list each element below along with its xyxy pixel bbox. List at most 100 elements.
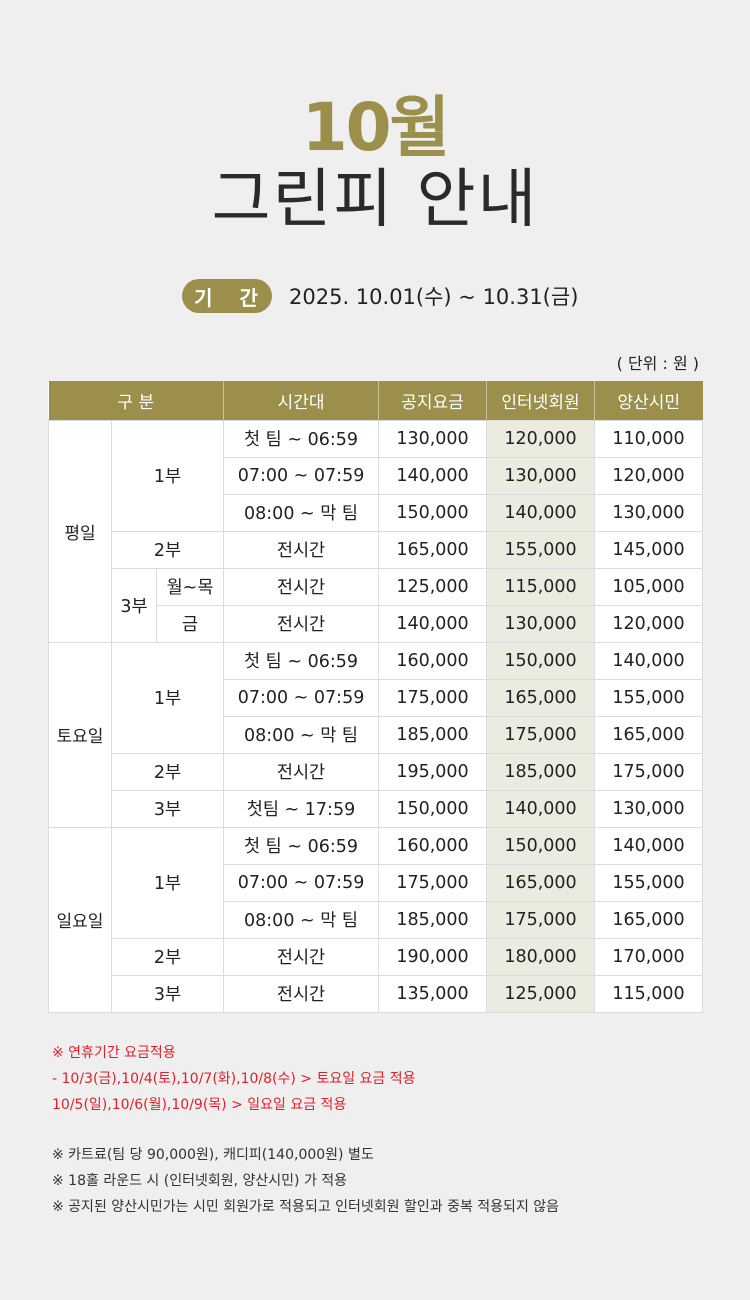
unit-label: ( 단위 : 원 ) [616, 354, 699, 373]
part-label: 3부 [111, 567, 157, 643]
time-cell: 전시간 [223, 530, 380, 569]
notice-fee-cell: 175,000 [378, 863, 488, 902]
citizen-fee-cell: 140,000 [594, 826, 704, 865]
table-row: 토요일 1부 첫 팀 ~ 06:59 160,000 150,000 140,0… [48, 641, 704, 828]
period-range: 2025. 10.01(수) ~ 10.31(금) [289, 285, 579, 309]
sub-day-label: 금 [155, 604, 225, 643]
part-label: 1부 [110, 419, 225, 532]
table-row: 3부 월~목 전시간 125,000 115,000 105,000 [49, 567, 704, 643]
notice-fee-cell: 150,000 [378, 789, 488, 828]
time-cell: 첫 팀 ~ 06:59 [223, 641, 380, 680]
notice-fee-cell: 185,000 [378, 900, 488, 939]
table-row: 08:00 ~ 막 팀 150,000 140,000 130,000 [49, 493, 704, 532]
part-label: 1부 [110, 826, 225, 939]
month-title: 10월 [301, 89, 451, 166]
time-cell: 전시간 [223, 604, 380, 643]
time-cell: 첫 팀 ~ 06:59 [223, 826, 380, 865]
time-cell: 전시간 [223, 752, 380, 791]
part-label: 2부 [110, 752, 225, 791]
notice-fee-cell: 175,000 [378, 678, 488, 717]
member-fee-cell: 175,000 [486, 715, 596, 754]
citizen-fee-cell: 110,000 [594, 419, 704, 458]
table-row: 2부 전시간 195,000 185,000 175,000 [49, 752, 704, 791]
period-row: 기 간 2025. 10.01(수) ~ 10.31(금) [182, 278, 578, 314]
notes-section: ※ 연휴기간 요금적용 - 10/3(금),10/4(토),10/7(화),10… [52, 1040, 559, 1220]
time-cell: 07:00 ~ 07:59 [223, 456, 380, 495]
header-internet-member: 인터넷회원 [486, 381, 596, 420]
member-fee-cell: 155,000 [486, 530, 596, 569]
table-row: 07:00 ~ 07:59 140,000 130,000 120,000 [49, 456, 704, 495]
citizen-fee-cell: 145,000 [594, 530, 704, 569]
time-cell: 전시간 [223, 974, 380, 1013]
table-row: 08:00 ~ 막 팀 185,000 175,000 165,000 [49, 900, 704, 939]
sub-day-label: 월~목 [155, 567, 225, 606]
citizen-fee-cell: 165,000 [594, 900, 704, 939]
note-cart-caddie: ※ 카트료(팀 당 90,000원), 캐디피(140,000원) 별도 [52, 1147, 374, 1163]
member-fee-cell: 125,000 [486, 974, 596, 1013]
time-cell: 첫 팀 ~ 06:59 [223, 419, 380, 458]
member-fee-cell: 165,000 [486, 678, 596, 717]
notice-fee-cell: 185,000 [378, 715, 488, 754]
citizen-fee-cell: 155,000 [594, 678, 704, 717]
citizen-fee-cell: 120,000 [594, 456, 704, 495]
header-category: 구 분 [48, 381, 225, 420]
member-fee-cell: 115,000 [486, 567, 596, 606]
part-label: 3부 [110, 789, 225, 828]
table-row: 2부 전시간 190,000 180,000 170,000 [49, 937, 704, 976]
sunday-label: 일요일 [48, 826, 112, 1013]
time-cell: 08:00 ~ 막 팀 [223, 493, 380, 532]
notice-fee-cell: 125,000 [378, 567, 488, 606]
time-cell: 07:00 ~ 07:59 [223, 678, 380, 717]
table-row: 07:00 ~ 07:59 175,000 165,000 155,000 [49, 678, 704, 717]
notice-fee-cell: 190,000 [378, 937, 488, 976]
member-fee-cell: 175,000 [486, 900, 596, 939]
table-row: 일요일 1부 첫 팀 ~ 06:59 160,000 150,000 140,0… [48, 826, 704, 1013]
time-cell: 08:00 ~ 막 팀 [223, 900, 380, 939]
citizen-fee-cell: 105,000 [594, 567, 704, 606]
citizen-fee-cell: 175,000 [594, 752, 704, 791]
part-label: 3부 [110, 974, 225, 1013]
header-notice-fee: 공지요금 [378, 381, 488, 420]
part-label: 1부 [110, 641, 225, 754]
notice-fee-cell: 160,000 [378, 826, 488, 865]
notice-fee-cell: 150,000 [378, 493, 488, 532]
holiday-note-saturday: - 10/3(금),10/4(토),10/7(화),10/8(수) > 토요일 … [52, 1071, 416, 1087]
notice-fee-cell: 160,000 [378, 641, 488, 680]
header-yangsan-citizen: 양산시민 [594, 381, 703, 420]
time-cell: 첫팀 ~ 17:59 [223, 789, 380, 828]
note-18-holes: ※ 18홀 라운드 시 (인터넷회원, 양산시민) 가 적용 [52, 1173, 348, 1189]
citizen-fee-cell: 115,000 [594, 974, 704, 1013]
member-fee-cell: 150,000 [486, 641, 596, 680]
member-fee-cell: 120,000 [486, 419, 596, 458]
part-label: 2부 [110, 530, 225, 569]
notice-fee-cell: 165,000 [378, 530, 488, 569]
time-cell: 07:00 ~ 07:59 [223, 863, 380, 902]
notice-fee-cell: 195,000 [378, 752, 488, 791]
table-row: 평일 1부 첫 팀 ~ 06:59 130,000 120,000 110,00… [48, 419, 704, 643]
part-label: 2부 [110, 937, 225, 976]
member-fee-cell: 140,000 [486, 493, 596, 532]
citizen-fee-cell: 140,000 [594, 641, 704, 680]
citizen-fee-cell: 165,000 [594, 715, 704, 754]
saturday-label: 토요일 [48, 641, 112, 828]
notes-spacer [52, 1118, 559, 1142]
time-cell: 전시간 [223, 937, 380, 976]
table-row: 08:00 ~ 막 팀 185,000 175,000 165,000 [49, 715, 704, 754]
header-time: 시간대 [223, 381, 380, 420]
member-fee-cell: 140,000 [486, 789, 596, 828]
citizen-fee-cell: 155,000 [594, 863, 704, 902]
member-fee-cell: 150,000 [486, 826, 596, 865]
notice-fee-cell: 140,000 [378, 604, 488, 643]
notice-fee-cell: 135,000 [378, 974, 488, 1013]
table-row: 금 전시간 140,000 130,000 120,000 [49, 604, 704, 643]
table-row: 3부 첫팀 ~ 17:59 150,000 140,000 130,000 [49, 789, 704, 828]
page-title: 그린피 안내 [211, 163, 539, 237]
citizen-fee-cell: 130,000 [594, 493, 704, 532]
table-row: 2부 전시간 165,000 155,000 145,000 [49, 530, 704, 569]
notice-fee-cell: 130,000 [378, 419, 488, 458]
citizen-fee-cell: 170,000 [594, 937, 704, 976]
green-fee-table: 구 분 시간대 공지요금 인터넷회원 양산시민 평일 1부 첫 팀 ~ 06:5… [48, 381, 704, 1013]
holiday-note-title: ※ 연휴기간 요금적용 [52, 1045, 176, 1061]
time-cell: 08:00 ~ 막 팀 [223, 715, 380, 754]
table-row: 3부 전시간 135,000 125,000 115,000 [49, 974, 704, 1013]
